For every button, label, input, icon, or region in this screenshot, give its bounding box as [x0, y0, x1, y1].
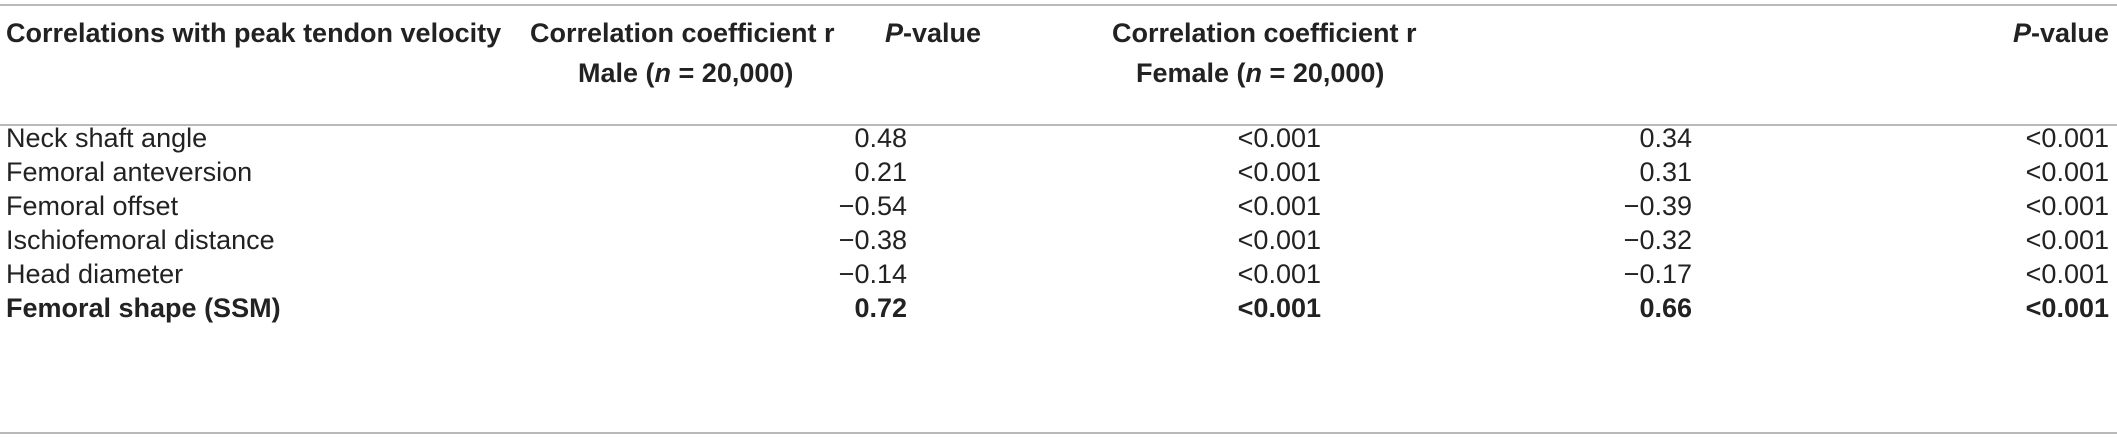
- header-male-line2: Male (n = 20,000): [578, 54, 835, 92]
- header-correlations: Correlations with peak tendon velocity: [6, 14, 501, 52]
- header-male-line1: Correlation coefficient r: [530, 18, 835, 48]
- header-correlations-label: Correlations with peak tendon velocity: [6, 18, 502, 48]
- header-male-p-rest: -value: [902, 18, 981, 48]
- row-3-female-r: −0.32: [1623, 225, 1692, 255]
- row-0-female-p: <0.001: [2025, 123, 2109, 153]
- row-1-female-r: 0.31: [1639, 157, 1692, 187]
- row-2-female-r: −0.39: [1623, 191, 1692, 221]
- row-4-male-p: <0.001: [1237, 259, 1321, 289]
- table-header-rule: [0, 124, 2117, 126]
- header-male-correlation: Correlation coefficient r Male (n = 20,0…: [530, 14, 835, 92]
- table-top-rule: [0, 4, 2117, 6]
- row-4-male-r: −0.14: [838, 259, 907, 289]
- row-5-label: Femoral shape (SSM): [6, 293, 281, 323]
- row-1-female-p: <0.001: [2025, 157, 2109, 187]
- row-5-female-r: 0.66: [1639, 293, 1692, 323]
- row-2-female-p: <0.001: [2025, 191, 2109, 221]
- row-2-male-r: −0.54: [838, 191, 907, 221]
- header-female-line2: Female (n = 20,000): [1136, 54, 1417, 92]
- header-female-prefix: Female (: [1136, 58, 1246, 88]
- header-female-correlation: Correlation coefficient r Female (n = 20…: [1112, 14, 1417, 92]
- row-4-female-p: <0.001: [2025, 259, 2109, 289]
- header-female-p-italic: P: [2012, 18, 2031, 48]
- row-5-male-p: <0.001: [1237, 293, 1321, 323]
- header-female-pvalue: P-value: [2013, 14, 2109, 52]
- row-5-male-r: 0.72: [854, 293, 907, 323]
- row-4-label: Head diameter: [6, 259, 184, 289]
- row-3-label: Ischiofemoral distance: [6, 225, 275, 255]
- header-female-suffix: = 20,000): [1262, 58, 1385, 88]
- row-5-female-p: <0.001: [2025, 293, 2109, 323]
- row-0-label: Neck shaft angle: [6, 123, 208, 153]
- row-0-male-p: <0.001: [1237, 123, 1321, 153]
- row-3-male-p: <0.001: [1237, 225, 1321, 255]
- header-male-suffix: = 20,000): [671, 58, 794, 88]
- row-3-female-p: <0.001: [2025, 225, 2109, 255]
- header-female-n: n: [1245, 58, 1263, 88]
- header-female-line1: Correlation coefficient r: [1112, 18, 1417, 48]
- row-2-label: Femoral offset: [6, 191, 179, 221]
- header-male-prefix: Male (: [578, 58, 655, 88]
- row-1-male-r: 0.21: [854, 157, 907, 187]
- header-male-p-italic: P: [884, 18, 903, 48]
- row-0-female-r: 0.34: [1639, 123, 1692, 153]
- header-male-n: n: [654, 58, 672, 88]
- row-0-male-r: 0.48: [854, 123, 907, 153]
- row-1-label: Femoral anteversion: [6, 157, 253, 187]
- row-3-male-r: −0.38: [838, 225, 907, 255]
- header-female-p-rest: -value: [2030, 18, 2109, 48]
- header-male-pvalue: P-value: [885, 14, 981, 52]
- row-1-male-p: <0.001: [1237, 157, 1321, 187]
- table-bottom-rule: [0, 432, 2117, 434]
- row-2-male-p: <0.001: [1237, 191, 1321, 221]
- row-4-female-r: −0.17: [1623, 259, 1692, 289]
